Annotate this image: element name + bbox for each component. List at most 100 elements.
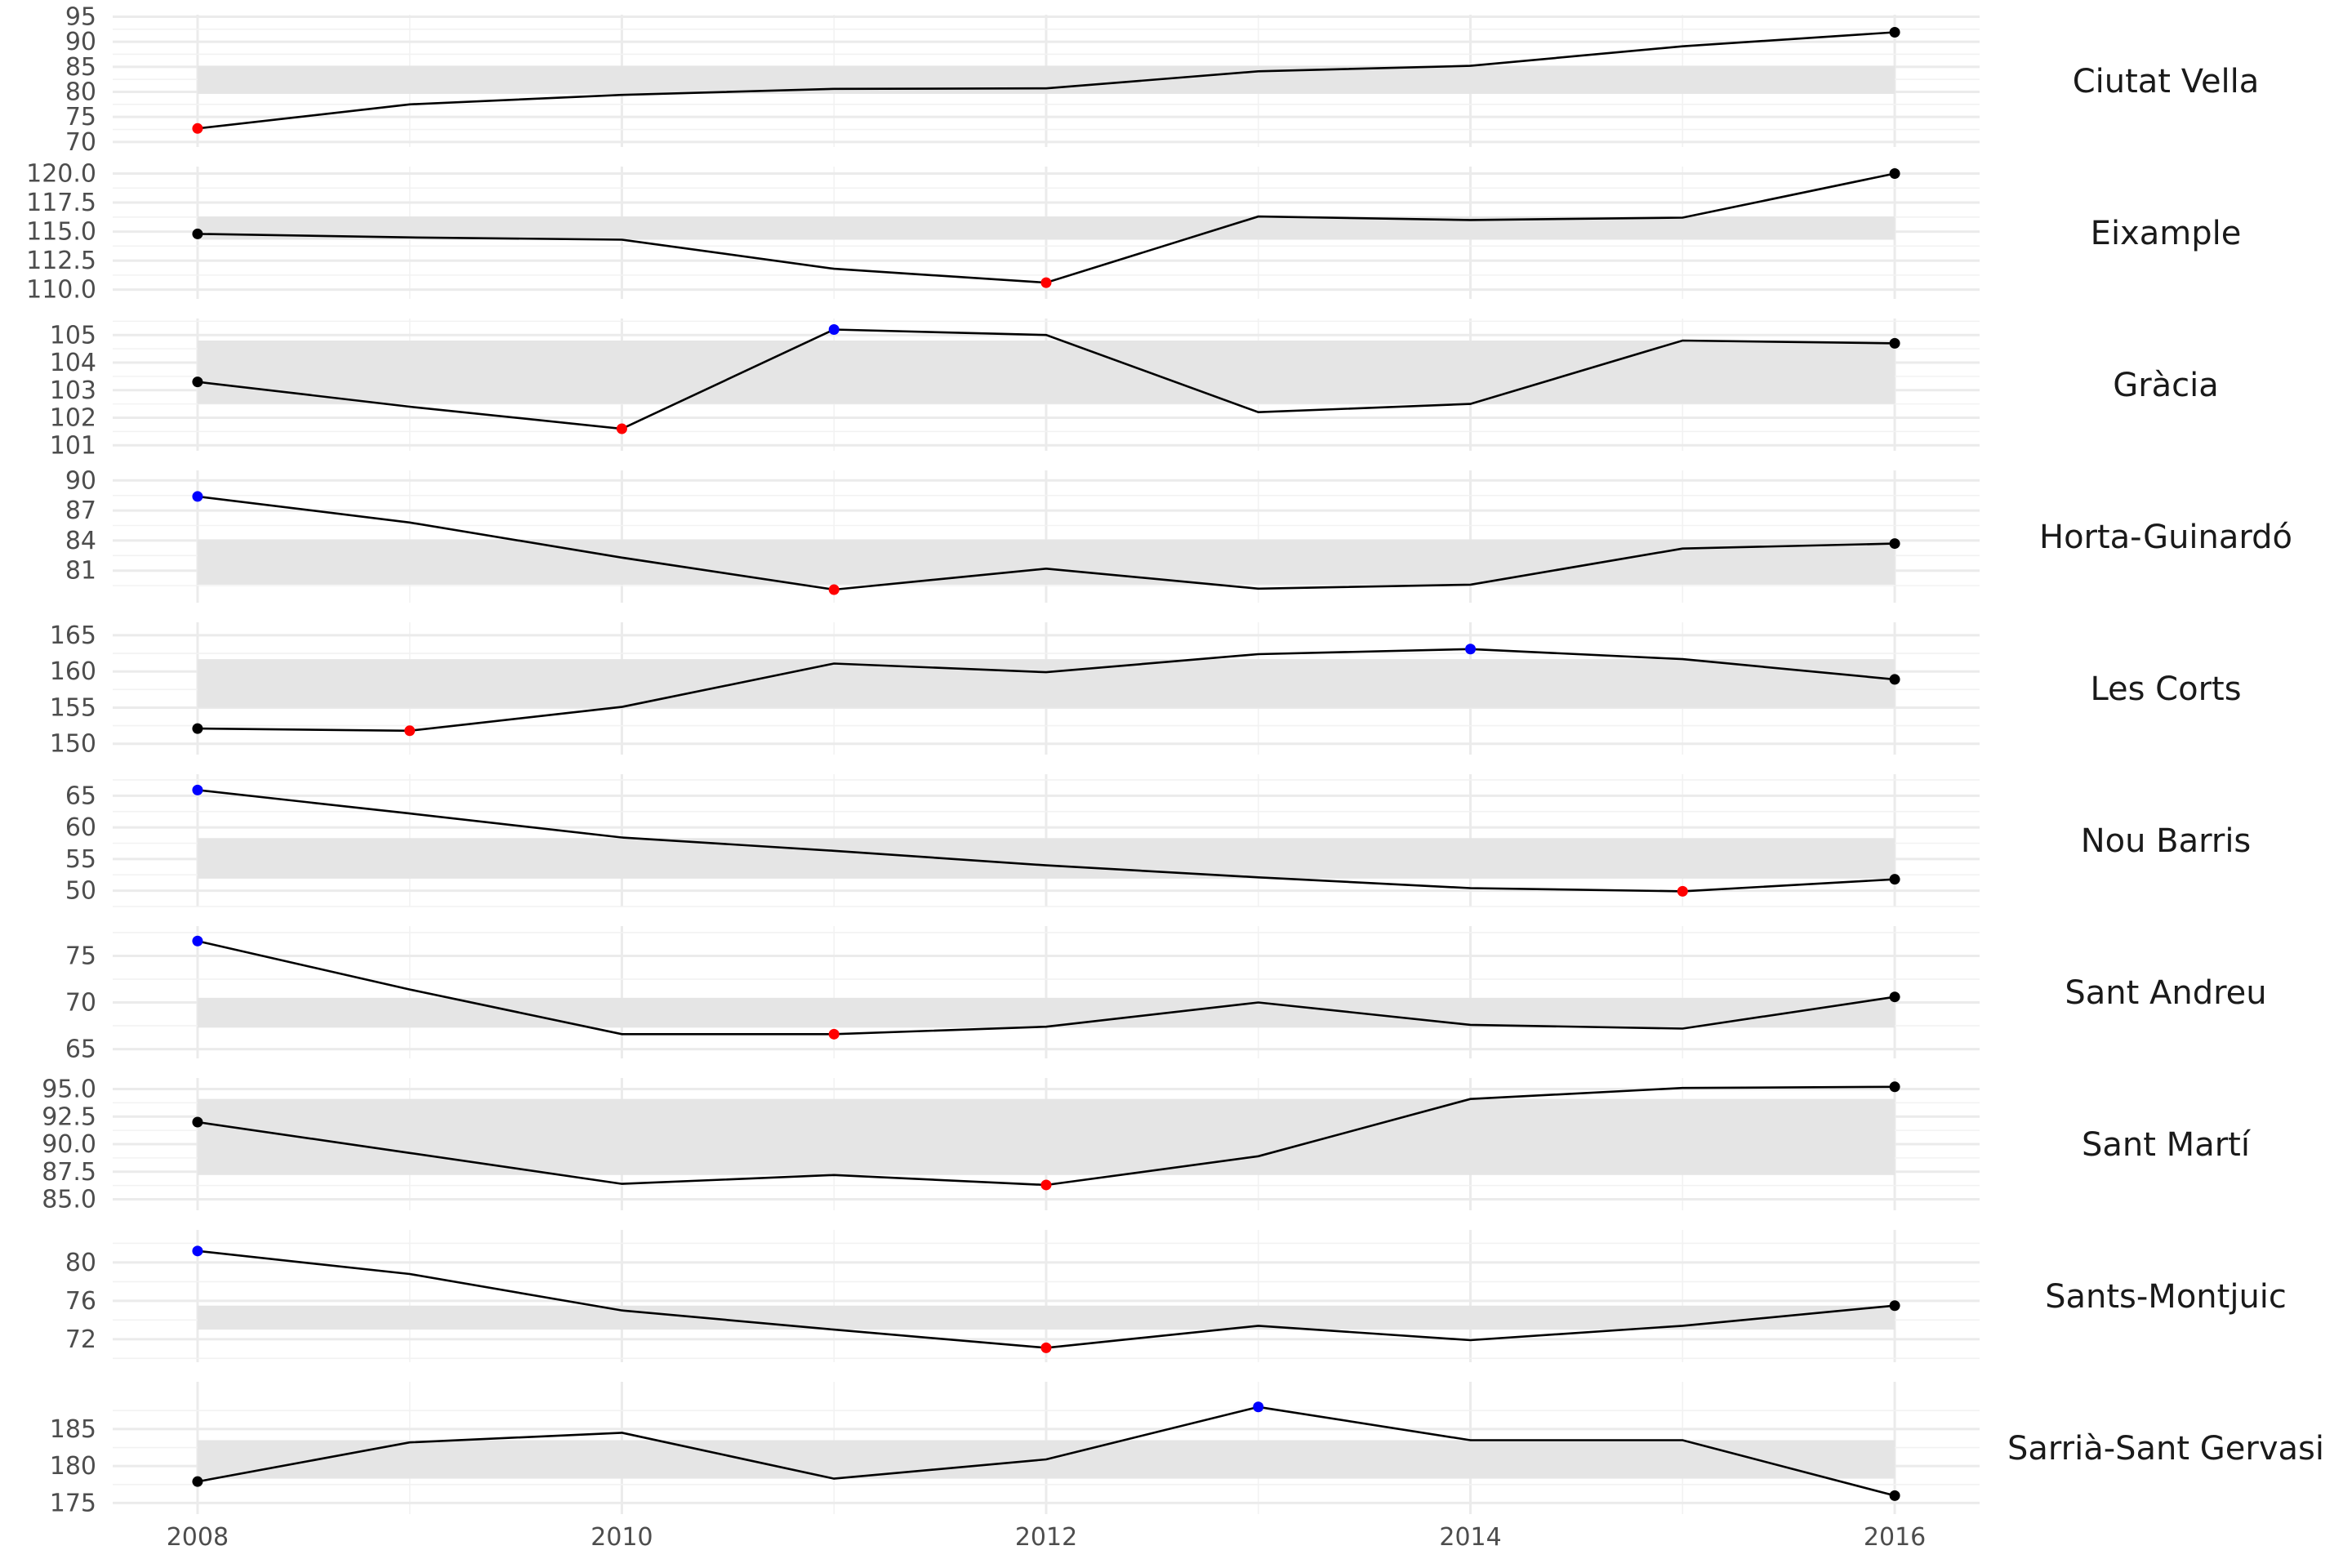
y-tick-label: 81	[65, 557, 96, 586]
series-line	[197, 940, 1895, 1036]
series-line	[197, 495, 1895, 591]
y-tick-label: 102	[50, 404, 96, 433]
y-tick-label: 76	[65, 1287, 96, 1316]
data-point-min	[616, 423, 627, 434]
y-tick-label: 90	[65, 28, 96, 56]
facet-panel: 72 76 80 Sants-Montjuic	[65, 1230, 2287, 1362]
data-point	[192, 1116, 203, 1128]
data-point	[1889, 168, 1900, 180]
y-tick-label: 55	[65, 845, 96, 874]
y-tick-label: 112.5	[26, 247, 96, 275]
series-line	[197, 1405, 1895, 1497]
data-point	[1889, 1490, 1900, 1501]
facet-panel: 65 70 75 Sant Andreu	[65, 926, 2267, 1064]
data-point-max	[192, 491, 203, 502]
y-tick-label: 87.5	[42, 1158, 96, 1187]
data-point-min	[1040, 1342, 1052, 1353]
y-tick-label: 85.0	[42, 1186, 96, 1214]
facet-label: Eixample	[2091, 215, 2242, 252]
data-point	[1889, 1300, 1900, 1312]
data-point-max	[192, 1245, 203, 1257]
y-tick-label: 65	[65, 1036, 96, 1064]
facet-label: Sants-Montjuic	[2045, 1278, 2287, 1316]
data-point-min	[828, 584, 840, 595]
data-point	[1889, 991, 1900, 1003]
data-point	[1889, 26, 1900, 38]
range-band	[197, 341, 1895, 404]
y-tick-label: 70	[65, 128, 96, 157]
y-tick-label: 80	[65, 78, 96, 107]
data-point-min	[828, 1028, 840, 1040]
y-tick-label: 175	[50, 1489, 96, 1517]
facet-label: Ciutat Vella	[2073, 63, 2260, 100]
y-tick-label: 70	[65, 989, 96, 1018]
y-tick-label: 87	[65, 497, 96, 525]
y-tick-label: 101	[50, 431, 96, 460]
x-tick-label: 2016	[1864, 1523, 1926, 1552]
data-point	[192, 228, 203, 239]
data-point	[1889, 538, 1900, 550]
y-tick-label: 185	[50, 1415, 96, 1444]
y-tick-label: 120.0	[26, 160, 96, 189]
series-line	[197, 648, 1895, 733]
data-point-min	[192, 122, 203, 134]
data-point-min	[1040, 1179, 1052, 1191]
y-tick-label: 180	[50, 1452, 96, 1481]
facet-label: Nou Barris	[2081, 822, 2252, 860]
y-tick-label: 95.0	[42, 1076, 96, 1104]
data-point-max	[192, 784, 203, 795]
data-point	[192, 376, 203, 388]
y-tick-label: 65	[65, 782, 96, 810]
y-tick-label: 90.0	[42, 1130, 96, 1159]
data-point-max	[1465, 644, 1477, 655]
facet-label: Les Corts	[2090, 670, 2241, 708]
range-band	[197, 65, 1895, 94]
facet-label: Sarrià-Sant Gervasi	[2007, 1430, 2324, 1468]
y-tick-label: 150	[50, 730, 96, 759]
data-point-min	[1677, 885, 1688, 897]
data-point	[1889, 874, 1900, 885]
facet-panel: 50 55 60 65 Nou Barris	[65, 774, 2252, 907]
y-tick-label: 160	[50, 657, 96, 686]
y-tick-label: 103	[50, 376, 96, 405]
range-band	[197, 659, 1895, 708]
range-band	[197, 539, 1895, 585]
facet-label: Horta-Guinardó	[2039, 519, 2292, 556]
y-tick-label: 80	[65, 1249, 96, 1277]
data-point	[1889, 1081, 1900, 1093]
y-tick-label: 72	[65, 1325, 96, 1354]
series-line	[197, 789, 1895, 893]
y-tick-label: 90	[65, 466, 96, 495]
range-band	[197, 1098, 1895, 1175]
data-point	[192, 1476, 203, 1487]
facet-panel: 150 155 160 165 Les Corts	[50, 621, 2242, 759]
y-tick-label: 84	[65, 527, 96, 555]
y-tick-label: 155	[50, 693, 96, 722]
y-tick-label: 75	[65, 103, 96, 131]
y-tick-label: 104	[50, 349, 96, 377]
y-tick-label: 85	[65, 53, 96, 82]
facet-label: Gràcia	[2113, 367, 2219, 404]
data-point-min	[404, 725, 416, 737]
range-band	[197, 997, 1895, 1028]
data-point	[192, 723, 203, 734]
y-tick-label: 92.5	[42, 1102, 96, 1131]
x-tick-label: 2014	[1439, 1523, 1501, 1552]
range-band	[197, 216, 1895, 240]
facet-panel: 175 180 185 Sarrià-Sant Gervasi	[50, 1382, 2324, 1517]
x-tick-label: 2008	[167, 1523, 229, 1552]
range-band	[197, 1305, 1895, 1330]
data-point	[1889, 337, 1900, 349]
facet-label: Sant Martí	[2082, 1126, 2252, 1164]
y-tick-label: 75	[65, 942, 96, 971]
series-line	[197, 31, 1895, 130]
y-tick-label: 95	[65, 2, 96, 31]
facet-panel: 85.087.590.092.595.0 Sant Martí	[42, 1076, 2252, 1214]
y-tick-label: 60	[65, 813, 96, 842]
data-point	[1889, 674, 1900, 685]
data-point-max	[828, 324, 840, 335]
